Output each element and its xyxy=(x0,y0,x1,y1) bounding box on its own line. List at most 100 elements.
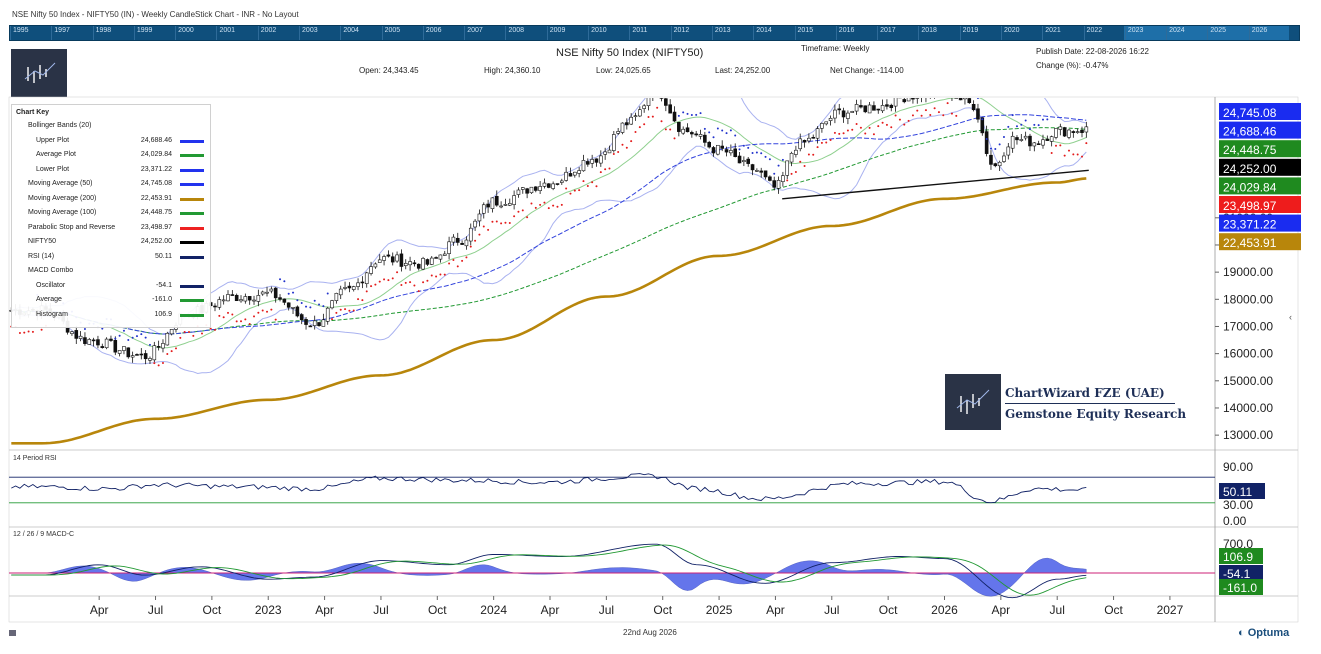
candle-body xyxy=(815,128,820,139)
moving-average-200-line xyxy=(11,177,1087,445)
parabolic-sar-dot xyxy=(487,228,490,231)
candle-body xyxy=(989,154,993,165)
timeline-navigator[interactable]: 1995 1997 1998 1999 2000 2001 2002 2003 2004 2005… xyxy=(9,25,1300,41)
timeline-year[interactable]: 2016 xyxy=(838,27,855,34)
timeline-year[interactable]: 2004 xyxy=(343,27,359,34)
timeline-year[interactable]: 2002 xyxy=(260,27,277,34)
macd-badge-label: -161.0 xyxy=(1223,581,1257,595)
timeline-tick xyxy=(10,26,11,40)
parabolic-sar-dot xyxy=(1046,118,1049,121)
timeline-year[interactable]: 2026 xyxy=(1251,27,1268,34)
timeline-visible-range[interactable] xyxy=(1123,26,1289,40)
timeline-year[interactable]: 2008 xyxy=(508,27,525,34)
chart-key-swatch xyxy=(180,212,204,215)
timeline-year[interactable]: 2022 xyxy=(1086,27,1103,34)
candle-body xyxy=(929,92,932,95)
timeline-year[interactable]: 2000 xyxy=(178,27,194,34)
timeline-year[interactable]: 2020 xyxy=(1003,27,1020,34)
parabolic-sar-dot xyxy=(413,284,416,287)
parabolic-sar-dot xyxy=(435,275,438,278)
candle-body xyxy=(533,186,538,191)
parabolic-sar-dot xyxy=(500,222,503,225)
timeline-year[interactable]: 2015 xyxy=(797,27,814,34)
timeline-year[interactable]: 2006 xyxy=(425,27,442,34)
timeline-year[interactable]: 2010 xyxy=(591,27,607,34)
candle-body xyxy=(334,292,339,302)
timeline-year[interactable]: 2019 xyxy=(962,27,979,34)
timeline-year[interactable]: 2017 xyxy=(880,27,896,34)
timeline-year[interactable]: 1999 xyxy=(136,27,153,34)
rsi-tick-label: 30.00 xyxy=(1223,498,1253,512)
price-badge-label: 24,252.00 xyxy=(1223,162,1277,176)
parabolic-sar-dot xyxy=(747,146,750,149)
parabolic-sar-dot xyxy=(235,320,238,323)
timeline-year[interactable]: 2007 xyxy=(467,27,483,34)
parabolic-sar-dot xyxy=(426,279,429,282)
timeline-year[interactable]: 2021 xyxy=(1045,27,1061,34)
timeline-year[interactable]: 2011 xyxy=(632,27,648,34)
candle-body xyxy=(911,98,915,100)
timeline-year[interactable]: 2024 xyxy=(1169,27,1185,34)
parabolic-sar-dot xyxy=(734,134,737,137)
parabolic-sar-dot xyxy=(933,107,936,110)
parabolic-sar-dot xyxy=(721,129,724,132)
footer-settings-icon[interactable] xyxy=(9,630,16,636)
candle-body xyxy=(698,134,703,137)
optuma-brand-label: Optuma xyxy=(1247,627,1290,639)
candle-body xyxy=(612,134,616,151)
parabolic-sar-dot xyxy=(950,112,953,115)
parabolic-sar-dot xyxy=(200,332,203,335)
parabolic-sar-dot xyxy=(209,327,212,330)
chart-key-title: Chart Key xyxy=(16,109,50,116)
timeline-year[interactable]: 2003 xyxy=(302,27,318,34)
parabolic-sar-dot xyxy=(552,204,555,207)
candle-body xyxy=(915,98,920,99)
candle-body xyxy=(694,133,698,136)
timeline-year[interactable]: 1997 xyxy=(54,27,70,34)
parabolic-sar-dot xyxy=(729,129,732,132)
parabolic-sar-dot xyxy=(1041,118,1044,121)
parabolic-sar-dot xyxy=(573,189,576,192)
candle-body xyxy=(486,203,490,208)
timeline-year[interactable]: 2012 xyxy=(673,27,690,34)
candle-body xyxy=(1006,146,1011,156)
chart-key-swatch xyxy=(180,197,204,201)
timeline-year[interactable]: 2014 xyxy=(756,27,772,34)
timeline-year[interactable]: 2023 xyxy=(1127,27,1144,34)
candle-body xyxy=(1062,127,1067,137)
candle-body xyxy=(906,98,911,102)
parabolic-sar-dot xyxy=(660,120,663,123)
x-tick-label: Apr xyxy=(90,603,109,617)
parabolic-sar-dot xyxy=(313,299,316,302)
timeline-year[interactable]: 1995 xyxy=(13,27,29,34)
timeline-year[interactable]: 1998 xyxy=(95,27,112,34)
parabolic-sar-dot xyxy=(404,281,407,284)
timeline-year[interactable]: 2001 xyxy=(219,27,236,34)
timeline-year[interactable]: 2013 xyxy=(714,27,731,34)
timeline-year[interactable]: 2005 xyxy=(384,27,401,34)
timeline-year[interactable]: 2009 xyxy=(549,27,566,34)
timeline-tick xyxy=(835,26,837,40)
candle-body xyxy=(252,299,256,302)
candle-body xyxy=(299,314,304,321)
candle-body xyxy=(230,294,235,296)
timeframe-label: Timeframe: Weekly xyxy=(801,44,870,53)
candle-body xyxy=(984,131,989,154)
chart-key-row: NIFTY50 24,252.00 xyxy=(12,238,210,248)
y-tick-label: 19000.00 xyxy=(1223,265,1273,279)
parabolic-sar-dot xyxy=(365,290,368,293)
candle-body xyxy=(1058,126,1063,130)
chart-key-row: Oscillator -54.1 xyxy=(12,282,210,292)
parabolic-sar-dot xyxy=(1072,153,1075,156)
candle-body xyxy=(720,145,724,149)
parabolic-sar-dot xyxy=(213,328,216,331)
timeline-year[interactable]: 2018 xyxy=(921,27,937,34)
candle-body xyxy=(148,358,152,361)
parabolic-sar-dot xyxy=(443,273,446,276)
timeline-year[interactable]: 2025 xyxy=(1210,27,1226,34)
expand-panel-chevron-icon[interactable]: ‹ xyxy=(1289,312,1292,322)
chart-key-value: 24,688.46 xyxy=(140,136,172,144)
candle-body xyxy=(807,137,811,142)
candle-body xyxy=(347,285,352,289)
